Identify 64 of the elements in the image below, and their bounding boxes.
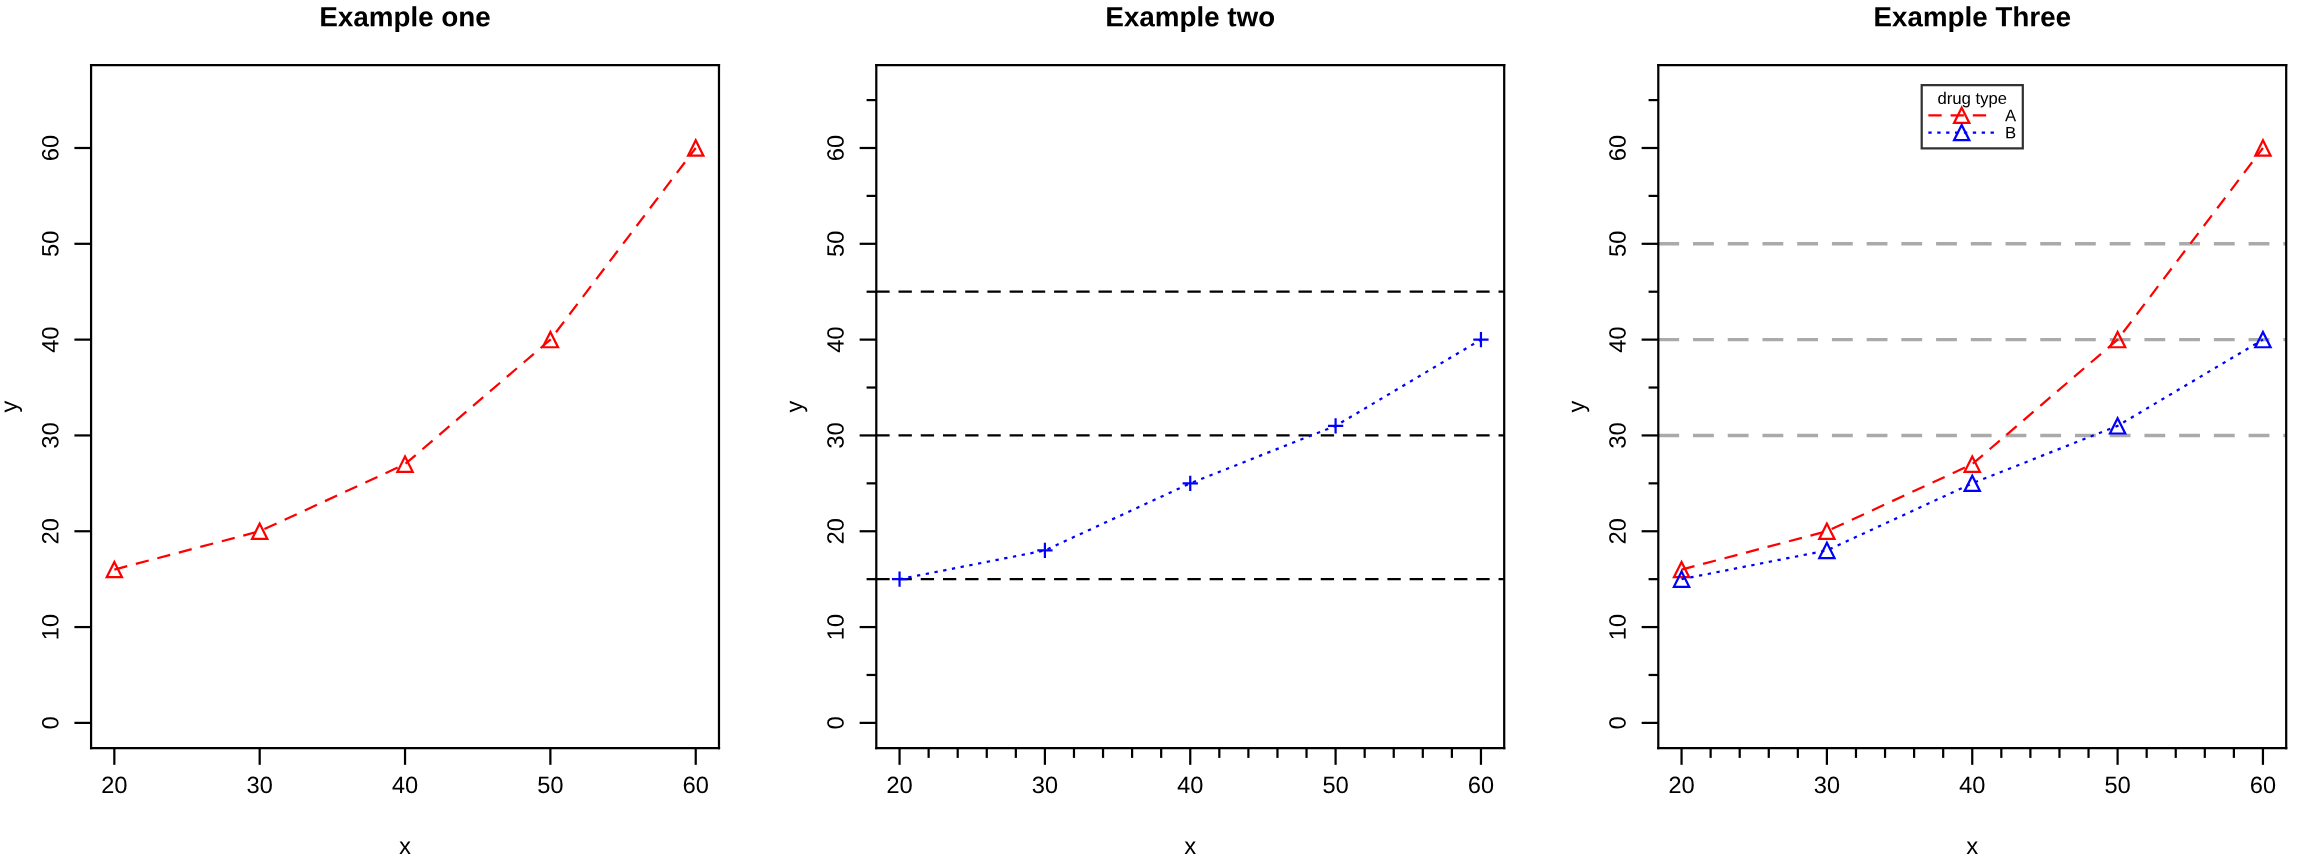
y-axis-title: y bbox=[1571, 400, 1590, 413]
point bbox=[396, 455, 414, 473]
point bbox=[250, 522, 269, 540]
x-axis-title: x bbox=[1184, 841, 1196, 854]
y-tick-label: 30 bbox=[41, 423, 59, 448]
point bbox=[2108, 330, 2127, 349]
y-tick-label: 10 bbox=[1609, 614, 1626, 639]
point bbox=[105, 560, 124, 579]
y-axis-title: y bbox=[789, 400, 808, 413]
chart-title: Example two bbox=[1107, 6, 1275, 33]
x-tick-label: 30 bbox=[1814, 776, 1840, 794]
x-tick-label: 60 bbox=[2251, 776, 2276, 794]
point bbox=[1818, 541, 1836, 560]
legend-label: B bbox=[2006, 126, 2016, 139]
y-tick-label: 30 bbox=[1609, 423, 1626, 448]
y-tick-label: 40 bbox=[41, 327, 59, 353]
x-axis-title: x bbox=[399, 841, 411, 854]
y-tick-label: 20 bbox=[1609, 519, 1626, 544]
point bbox=[2108, 417, 2127, 435]
x-tick-label: 40 bbox=[392, 776, 418, 794]
point bbox=[2254, 330, 2272, 349]
x-tick-label: 50 bbox=[538, 776, 563, 794]
y-tick-label: 40 bbox=[827, 327, 844, 353]
y-tick-label: 0 bbox=[41, 717, 59, 729]
point bbox=[1472, 330, 1490, 349]
x-tick-label: 40 bbox=[1959, 776, 1985, 794]
y-tick-label: 0 bbox=[827, 717, 844, 729]
y-tick-label: 40 bbox=[1609, 327, 1626, 353]
y-tick-label: 30 bbox=[827, 423, 844, 448]
y-tick-label: 0 bbox=[1609, 717, 1626, 729]
y-tick-label: 60 bbox=[827, 135, 844, 160]
point bbox=[686, 139, 705, 157]
x-tick-label: 20 bbox=[887, 776, 912, 794]
point bbox=[1963, 474, 1981, 493]
x-tick-label: 60 bbox=[683, 776, 708, 794]
point bbox=[1672, 560, 1691, 579]
y-tick-label: 20 bbox=[41, 519, 59, 544]
x-tick-label: 30 bbox=[1032, 776, 1058, 794]
point bbox=[541, 330, 560, 349]
x-tick-label: 20 bbox=[1669, 776, 1694, 794]
point bbox=[2254, 139, 2272, 157]
x-tick-label: 50 bbox=[2105, 776, 2130, 794]
y-tick-label: 50 bbox=[827, 231, 844, 256]
y-tick-label: 10 bbox=[827, 614, 844, 639]
chart-title: Example one bbox=[321, 6, 490, 33]
y-tick-label: 50 bbox=[1609, 231, 1626, 256]
y-tick-label: 20 bbox=[827, 519, 844, 544]
x-tick-label: 50 bbox=[1323, 776, 1348, 794]
y-tick-label: 10 bbox=[41, 614, 59, 639]
legend-title: drug type bbox=[1938, 91, 2007, 108]
point bbox=[1672, 570, 1691, 588]
y-tick-label: 60 bbox=[41, 135, 59, 160]
x-tick-label: 30 bbox=[247, 776, 272, 794]
point bbox=[1963, 455, 1981, 473]
legend-label: A bbox=[2005, 109, 2017, 122]
x-tick-label: 60 bbox=[1469, 776, 1494, 794]
x-tick-label: 40 bbox=[1177, 776, 1203, 794]
chart-title: Example Three bbox=[1875, 6, 2071, 33]
x-axis-title: x bbox=[1966, 841, 1978, 854]
x-tick-label: 20 bbox=[102, 776, 127, 794]
point bbox=[1818, 522, 1836, 540]
y-tick-label: 60 bbox=[1609, 135, 1626, 160]
y-tick-label: 50 bbox=[41, 231, 59, 256]
y-axis-title: y bbox=[4, 400, 23, 413]
